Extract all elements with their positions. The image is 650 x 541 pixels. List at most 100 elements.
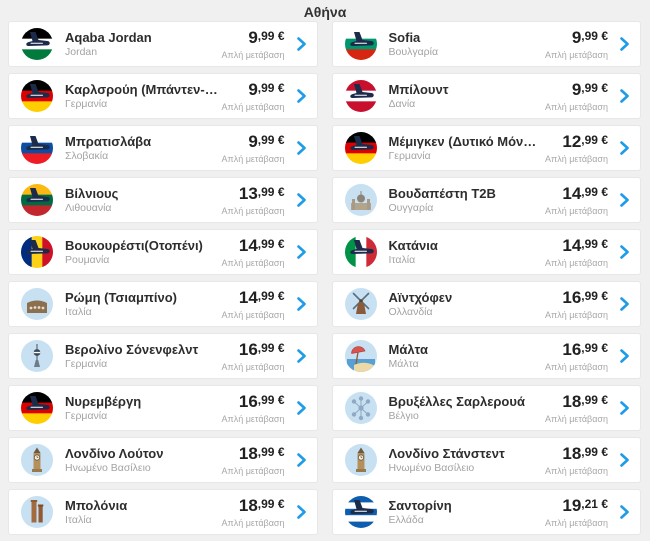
windmill-landmark-icon [344, 288, 377, 320]
destination-country: Γερμανία [65, 98, 108, 111]
destination-name: Sofia [388, 29, 421, 45]
chevron-right-icon[interactable] [617, 242, 632, 262]
chevron-right-icon[interactable] [617, 502, 632, 522]
destination-name: Βουκουρέστι(Οτοπένι) [65, 237, 203, 253]
price: 18,99 € [238, 443, 285, 463]
chevron-right-icon[interactable] [294, 398, 309, 418]
destination-name: Μάλτα [388, 341, 428, 357]
destination-card[interactable]: Βίλνιους Λιθουανία 13,99 € Απλή μετάβαση [8, 177, 318, 223]
trip-type-label: Απλή μετάβαση [545, 361, 608, 372]
price: 9,99 € [248, 131, 285, 151]
destination-card[interactable]: Βουδαπέστη T2B Ουγγαρία 14,99 € Απλή μετ… [331, 177, 641, 223]
price: 16,99 € [238, 391, 285, 411]
price: 14,99 € [562, 183, 608, 203]
price: 12,99 € [562, 131, 608, 151]
chevron-right-icon[interactable] [617, 450, 632, 470]
germany-flag-plane-icon [21, 392, 53, 424]
chevron-right-icon[interactable] [294, 34, 309, 54]
destination-country: Μάλτα [388, 358, 419, 371]
destination-name: Μπολόνια [65, 497, 128, 513]
chevron-right-icon[interactable] [294, 242, 309, 262]
destination-card[interactable]: Μπρατισλάβα Σλοβακία 9,99 € Απλή μετάβασ… [8, 125, 318, 171]
destination-name: Βίλνιους [65, 185, 119, 201]
deals-grid: Aqaba Jordan Jordan 9,99 € Απλή μετάβαση… [0, 21, 650, 535]
chevron-right-icon[interactable] [294, 450, 309, 470]
destination-card[interactable]: Μέμιγκεν (Δυτικό Μόν… Γερμανία 12,99 € Α… [331, 125, 641, 171]
page-title: Αθήνα [303, 4, 347, 20]
germany-flag-plane-icon [21, 80, 53, 112]
destination-card[interactable]: Ρώμη (Τσιαμπίνο) Ιταλία 14,99 € Απλή μετ… [8, 281, 318, 327]
destination-card[interactable]: Κατάνια Ιταλία 14,99 € Απλή μετάβαση [331, 229, 641, 275]
chevron-right-icon[interactable] [294, 138, 309, 158]
beach-umbrella-landmark-icon [344, 340, 377, 372]
greece-flag-plane-icon [344, 496, 377, 528]
destination-country: Ιταλία [65, 306, 92, 319]
price: 18,99 € [562, 443, 608, 463]
romania-flag-plane-icon [21, 236, 53, 268]
chevron-right-icon[interactable] [617, 138, 632, 158]
chevron-right-icon[interactable] [617, 34, 632, 54]
destination-name: Νυρεμβέργη [65, 393, 142, 409]
destination-card[interactable]: Νυρεμβέργη Γερμανία 16,99 € Απλή μετάβασ… [8, 385, 318, 431]
chevron-right-icon[interactable] [294, 86, 309, 106]
trip-type-label: Απλή μετάβαση [221, 205, 285, 216]
destination-country: Ρουμανία [65, 254, 110, 267]
destination-name: Μέμιγκεν (Δυτικό Μόν… [388, 133, 537, 149]
colosseum-landmark-icon [21, 288, 53, 320]
destination-card[interactable]: Βουκουρέστι(Οτοπένι) Ρουμανία 14,99 € Απ… [8, 229, 318, 275]
chevron-right-icon[interactable] [294, 346, 309, 366]
destination-country: Jordan [65, 46, 98, 59]
trip-type-label: Απλή μετάβαση [545, 205, 608, 216]
destination-card[interactable]: Μπολόνια Ιταλία 18,99 € Απλή μετάβαση [8, 489, 318, 535]
destination-card[interactable]: Βερολίνο Σόνενφελντ Γερμανία 16,99 € Απλ… [8, 333, 318, 379]
price: 9,99 € [248, 27, 285, 47]
destination-name: Λονδίνο Στάνστεντ [388, 445, 505, 461]
chevron-right-icon[interactable] [617, 190, 632, 210]
destination-card[interactable]: Λονδίνο Λούτον Ηνωμένο Βασίλειο 18,99 € … [8, 437, 318, 483]
destination-country: Γερμανία [388, 150, 431, 163]
price: 16,99 € [562, 339, 608, 359]
trip-type-label: Απλή μετάβαση [221, 361, 285, 372]
destination-card[interactable]: Λονδίνο Στάνστεντ Ηνωμένο Βασίλειο 18,99… [331, 437, 641, 483]
destination-card[interactable]: Καρλσρούη (Μπάντεν-… Γερμανία 9,99 € Απλ… [8, 73, 318, 119]
destination-card[interactable]: Βρυξέλλες Σαρλερουά Βέλγιο 18,99 € Απλή … [331, 385, 641, 431]
chevron-right-icon[interactable] [617, 346, 632, 366]
destination-card[interactable]: Μάλτα Μάλτα 16,99 € Απλή μετάβαση [331, 333, 641, 379]
destination-card[interactable]: Μπίλουντ Δανία 9,99 € Απλή μετάβαση [331, 73, 641, 119]
destination-country: Ελλάδα [388, 514, 424, 527]
trip-type-label: Απλή μετάβαση [545, 517, 608, 528]
big-ben-landmark-icon [21, 444, 53, 476]
destination-name: Λονδίνο Λούτον [65, 445, 164, 461]
destination-card[interactable]: Aqaba Jordan Jordan 9,99 € Απλή μετάβαση [8, 21, 318, 67]
destination-country: Ουγγαρία [388, 202, 434, 215]
destination-country: Δανία [388, 98, 416, 111]
trip-type-label: Απλή μετάβαση [221, 309, 285, 320]
tv-tower-landmark-icon [21, 340, 53, 372]
chevron-right-icon[interactable] [294, 190, 309, 210]
chevron-right-icon[interactable] [294, 502, 309, 522]
denmark-flag-plane-icon [344, 80, 377, 112]
lithuania-flag-plane-icon [21, 184, 53, 216]
destination-card[interactable]: Σαντορίνη Ελλάδα 19,21 € Απλή μετάβαση [331, 489, 641, 535]
destination-country: Ολλανδία [388, 306, 433, 319]
germany-flag-plane-icon [344, 132, 377, 164]
chevron-right-icon[interactable] [617, 398, 632, 418]
italy-flag-plane-icon [344, 236, 377, 268]
chevron-right-icon[interactable] [617, 86, 632, 106]
destination-card[interactable]: Αϊντχόφεν Ολλανδία 16,99 € Απλή μετάβαση [331, 281, 641, 327]
destination-country: Βουλγαρία [388, 46, 439, 59]
destination-name: Κατάνια [388, 237, 438, 253]
destination-country: Λιθουανία [65, 202, 112, 215]
destination-country: Ηνωμένο Βασίλειο [65, 462, 151, 475]
destination-name: Σαντορίνη [388, 497, 452, 513]
bulgaria-flag-plane-icon [344, 28, 377, 60]
chevron-right-icon[interactable] [617, 294, 632, 314]
price: 18,99 € [562, 391, 608, 411]
chevron-right-icon[interactable] [294, 294, 309, 314]
destination-card[interactable]: Sofia Βουλγαρία 9,99 € Απλή μετάβαση [331, 21, 641, 67]
price: 16,99 € [562, 287, 608, 307]
price: 16,99 € [238, 339, 285, 359]
price: 14,99 € [562, 235, 608, 255]
price: 14,99 € [238, 235, 285, 255]
